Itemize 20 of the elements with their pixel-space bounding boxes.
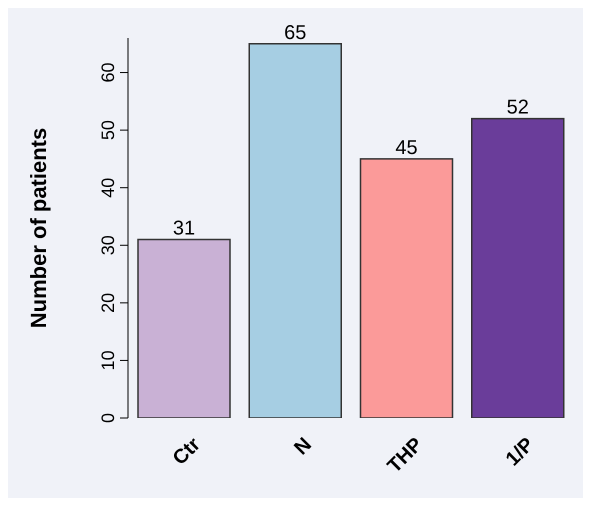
y-tick-label: 60 [98, 62, 118, 83]
data-label: 31 [172, 218, 196, 240]
x-tick-label: N [290, 434, 316, 460]
y-tick-label: 20 [98, 292, 118, 313]
bar [471, 118, 564, 418]
data-label: 52 [506, 96, 529, 119]
y-tick-label: 30 [98, 235, 118, 256]
x-tick-label: 1/P [502, 434, 539, 470]
y-tick-label: 0 [98, 412, 118, 424]
data-label: 65 [284, 22, 306, 44]
x-tick-label: Ctr [168, 433, 205, 470]
bar [137, 238, 231, 418]
y-tick-label: 40 [98, 178, 118, 198]
x-tick-label: THP [383, 434, 428, 478]
y-axis-title: Number of patients [26, 128, 51, 328]
y-tick-label: 50 [98, 120, 118, 140]
data-label: 45 [395, 136, 418, 159]
bar [360, 158, 454, 418]
y-tick-label: 10 [98, 350, 118, 370]
bar [248, 43, 342, 418]
